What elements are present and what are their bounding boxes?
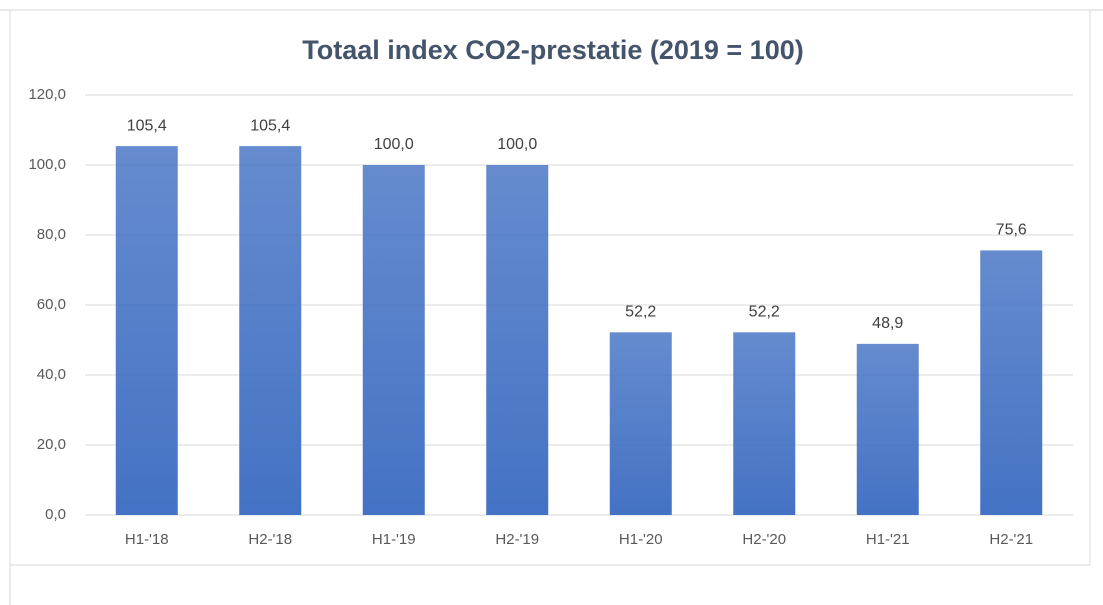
- x-tick-label: H2-'19: [495, 531, 539, 548]
- bar: [362, 165, 425, 515]
- y-tick-label: 120,0: [28, 86, 66, 103]
- y-tick-label: 60,0: [37, 296, 66, 313]
- x-tick-label: H1-'20: [619, 531, 663, 548]
- x-tick-label: H1-'18: [125, 531, 169, 548]
- data-label: 100,0: [374, 136, 414, 153]
- x-tick-label: H1-'19: [372, 531, 416, 548]
- data-label: 52,2: [749, 304, 780, 321]
- bar: [486, 165, 549, 515]
- y-tick-label: 80,0: [37, 226, 66, 243]
- x-tick-label: H1-'21: [866, 531, 910, 548]
- x-tick-label: H2-'21: [989, 531, 1033, 548]
- y-tick-label: 40,0: [37, 366, 66, 383]
- data-label: 75,6: [996, 222, 1027, 239]
- bar: [856, 343, 919, 515]
- x-tick-label: H2-'18: [248, 531, 292, 548]
- bar: [115, 146, 178, 515]
- bar: [609, 332, 672, 515]
- data-label: 52,2: [625, 304, 656, 321]
- data-label: 48,9: [872, 315, 903, 332]
- y-tick-label: 0,0: [45, 506, 66, 523]
- bar: [733, 332, 796, 515]
- bar: [980, 250, 1043, 515]
- data-label: 105,4: [127, 117, 167, 134]
- y-tick-label: 20,0: [37, 436, 66, 453]
- chart-frame: [9, 9, 1091, 566]
- data-label: 105,4: [250, 117, 290, 134]
- bar: [239, 146, 302, 515]
- data-label: 100,0: [497, 136, 537, 153]
- x-tick-label: H2-'20: [742, 531, 786, 548]
- y-tick-label: 100,0: [28, 156, 66, 173]
- chart-title: Totaal index CO2-prestatie (2019 = 100): [302, 35, 803, 65]
